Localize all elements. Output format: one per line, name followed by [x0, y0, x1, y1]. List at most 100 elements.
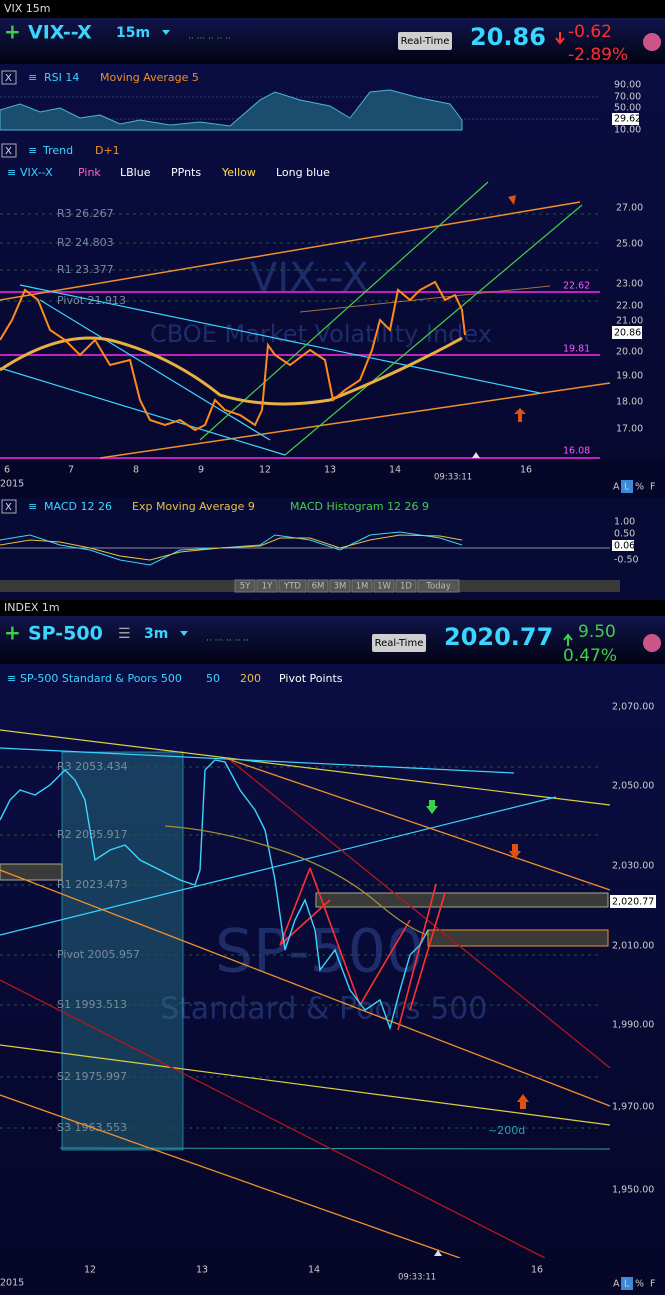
x-label: 9 — [198, 465, 204, 476]
scale-button[interactable]: F — [650, 482, 655, 493]
highlight-range — [61, 751, 184, 1151]
axis-label: 25.00 — [616, 239, 643, 250]
color-icon[interactable] — [643, 33, 661, 51]
add-icon[interactable]: + — [4, 20, 21, 44]
range-button[interactable]: 1D — [400, 582, 412, 592]
year-label: 2015 — [0, 479, 24, 490]
window-label: INDEX 1m — [4, 601, 60, 614]
scale-button[interactable]: A — [613, 482, 620, 493]
price-line — [0, 759, 429, 1031]
panel-bg — [0, 600, 665, 1295]
close-box[interactable] — [1, 70, 17, 85]
pivot-label: R2 24.803 — [57, 236, 114, 249]
range-button-bg[interactable] — [373, 579, 395, 593]
legend-item[interactable]: PPnts — [171, 166, 201, 179]
dropdown[interactable] — [180, 631, 188, 636]
menu-icon[interactable]: ≡ — [7, 672, 16, 685]
menu-icon[interactable]: ≡ — [28, 144, 37, 157]
scale-button[interactable]: L — [624, 482, 630, 493]
legend-item[interactable]: Yellow — [221, 166, 256, 179]
macd-axis: 1.00 — [614, 517, 635, 528]
close-x[interactable]: X — [5, 73, 12, 84]
x-axis-bg — [0, 460, 665, 498]
axis-label: 21.00 — [616, 316, 643, 327]
now-marker — [434, 1250, 442, 1256]
scale-button[interactable]: L — [624, 1279, 630, 1290]
range-button-bg[interactable] — [307, 579, 329, 593]
legend-item[interactable]: Pivot Points — [279, 672, 343, 685]
legend-item[interactable]: Long blue — [276, 166, 330, 179]
scale-button[interactable]: A — [613, 1279, 620, 1290]
level-label: 16.08 — [563, 446, 590, 457]
menu-icon[interactable]: ≡ — [28, 71, 37, 84]
x-label: 14 — [389, 465, 401, 476]
range-button-bg[interactable] — [395, 579, 417, 593]
add-icon[interactable]: + — [4, 621, 21, 645]
range-button-bg[interactable] — [329, 579, 351, 593]
range-button[interactable]: YTD — [283, 582, 301, 592]
year-label: 2015 — [0, 1278, 24, 1289]
axis-label: 1,950.00 — [612, 1185, 654, 1196]
price-line — [0, 280, 466, 432]
price: 20.86 — [470, 23, 546, 51]
legend-item[interactable]: SP-500 Standard & Poors 500 — [20, 672, 182, 685]
trend-lines — [0, 729, 611, 1259]
realtime-label[interactable]: Real-Time — [401, 36, 450, 47]
header — [0, 616, 665, 664]
pivot-lines — [0, 213, 600, 302]
close-box[interactable] — [1, 143, 17, 158]
pivot-label: R1 23.377 — [57, 263, 114, 276]
axis-label: 23.00 — [616, 279, 643, 290]
scale-button[interactable]: % — [635, 482, 644, 493]
range-button[interactable]: 1Y — [262, 582, 273, 592]
menu-icon[interactable]: ≡ — [28, 500, 37, 513]
legend-item[interactable]: 200 — [240, 672, 261, 685]
symbol[interactable]: VIX--X — [28, 22, 92, 44]
range-button-bg[interactable] — [351, 579, 373, 593]
scale-button-bg[interactable] — [621, 480, 633, 493]
range-button[interactable]: 1M — [356, 582, 369, 592]
interval[interactable]: 15m — [116, 25, 150, 41]
range-button-bg[interactable] — [278, 579, 307, 593]
legend-item[interactable]: 50 — [206, 672, 220, 685]
realtime-button[interactable] — [398, 32, 452, 50]
price-tag-label: 20.86 — [614, 328, 641, 339]
macd-axis: 0.06 — [614, 541, 635, 552]
legend-item[interactable]: Pink — [78, 166, 101, 179]
scale-button[interactable]: F — [650, 1279, 655, 1290]
axis-label: 27.00 — [616, 203, 643, 214]
realtime-label[interactable]: Real-Time — [375, 638, 424, 649]
legend-item[interactable]: VIX--X — [20, 166, 53, 179]
color-icon[interactable] — [643, 634, 661, 652]
legend-item[interactable]: LBlue — [120, 166, 151, 179]
range-button[interactable]: 5Y — [240, 582, 251, 592]
range-button-bg[interactable] — [417, 579, 460, 593]
range-button[interactable]: 3M — [334, 582, 347, 592]
macd-axis: -0.50 — [614, 555, 639, 566]
pivot-lines — [0, 766, 600, 1129]
arrow-marker — [426, 800, 438, 814]
close-box[interactable] — [1, 499, 17, 514]
range-button[interactable]: 1W — [377, 582, 391, 592]
symbol[interactable]: SP-500 — [28, 623, 103, 645]
moving-average — [164, 825, 429, 936]
range-button[interactable]: Today — [425, 582, 451, 592]
interval[interactable]: 3m — [144, 626, 168, 642]
realtime-button[interactable] — [372, 634, 426, 652]
watermark: CBOE Market Volatility Index — [150, 320, 492, 348]
dots: .. ... .. .. .. — [188, 32, 231, 42]
zone — [315, 892, 609, 908]
scale-button[interactable]: % — [635, 1279, 644, 1290]
range-button[interactable]: 6M — [312, 582, 325, 592]
zone — [427, 929, 609, 947]
range-button-bg[interactable] — [256, 579, 278, 593]
scale-button-bg[interactable] — [621, 1277, 633, 1290]
axis-label: 2,050.00 — [612, 781, 654, 792]
dropdown[interactable] — [162, 30, 170, 35]
close-x[interactable]: X — [5, 146, 12, 157]
menu-icon[interactable]: ☰ — [118, 626, 131, 642]
close-x[interactable]: X — [5, 502, 12, 513]
menu-icon[interactable]: ≡ — [7, 166, 16, 179]
range-button-bg[interactable] — [234, 579, 256, 593]
arrow-marker — [509, 844, 521, 859]
